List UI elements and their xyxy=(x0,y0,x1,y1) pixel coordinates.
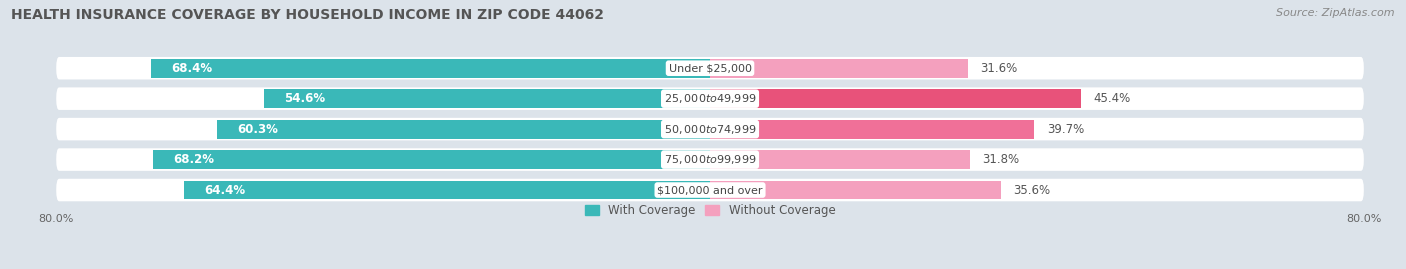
FancyBboxPatch shape xyxy=(56,148,1364,171)
Text: $50,000 to $74,999: $50,000 to $74,999 xyxy=(664,123,756,136)
FancyBboxPatch shape xyxy=(56,118,1364,140)
Legend: With Coverage, Without Coverage: With Coverage, Without Coverage xyxy=(585,204,835,217)
Bar xyxy=(710,180,1001,200)
Text: 60.3%: 60.3% xyxy=(238,123,278,136)
FancyBboxPatch shape xyxy=(56,179,1364,201)
Bar xyxy=(150,59,710,78)
Text: 31.6%: 31.6% xyxy=(980,62,1018,75)
Bar xyxy=(153,150,710,169)
Text: Under $25,000: Under $25,000 xyxy=(668,63,752,73)
Text: 31.8%: 31.8% xyxy=(983,153,1019,166)
Bar xyxy=(710,59,969,78)
Text: 45.4%: 45.4% xyxy=(1094,92,1130,105)
Bar xyxy=(218,120,710,139)
FancyBboxPatch shape xyxy=(56,87,1364,110)
Text: HEALTH INSURANCE COVERAGE BY HOUSEHOLD INCOME IN ZIP CODE 44062: HEALTH INSURANCE COVERAGE BY HOUSEHOLD I… xyxy=(11,8,605,22)
Text: 39.7%: 39.7% xyxy=(1046,123,1084,136)
Text: 35.6%: 35.6% xyxy=(1014,183,1050,197)
FancyBboxPatch shape xyxy=(56,57,1364,79)
Text: Source: ZipAtlas.com: Source: ZipAtlas.com xyxy=(1277,8,1395,18)
Text: 64.4%: 64.4% xyxy=(204,183,245,197)
Bar xyxy=(264,89,710,108)
Bar xyxy=(710,120,1035,139)
Text: 68.4%: 68.4% xyxy=(172,62,212,75)
Text: 68.2%: 68.2% xyxy=(173,153,214,166)
Text: $100,000 and over: $100,000 and over xyxy=(657,185,763,195)
Bar xyxy=(710,150,970,169)
Bar xyxy=(184,180,710,200)
Text: $25,000 to $49,999: $25,000 to $49,999 xyxy=(664,92,756,105)
Text: $75,000 to $99,999: $75,000 to $99,999 xyxy=(664,153,756,166)
Text: 54.6%: 54.6% xyxy=(284,92,325,105)
Bar xyxy=(710,89,1081,108)
